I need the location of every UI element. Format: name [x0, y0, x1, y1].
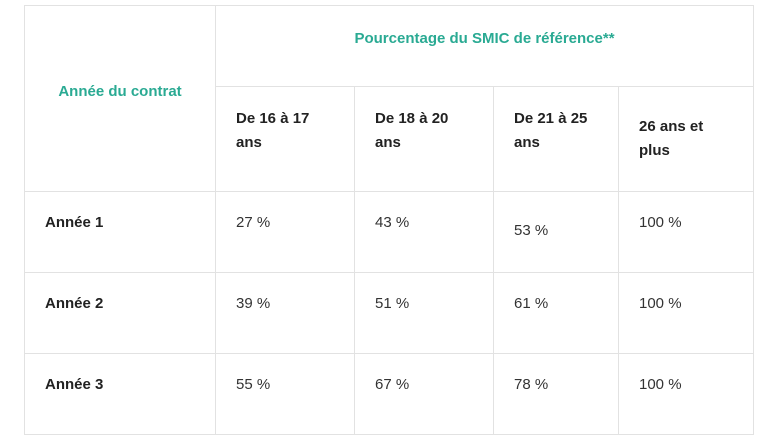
value-cell: 100 %: [617, 191, 755, 273]
smic-percentage-table: Année du contrat Pourcentage du SMIC de …: [24, 5, 755, 435]
column-header-label: De 21 à 25 ans: [514, 110, 588, 151]
row-label-cell: Année 1: [24, 191, 216, 273]
header-row-columns: De 16 à 17 ans De 18 à 20 ans De 21 à 25…: [25, 86, 755, 192]
column-header-label: 26 ans et plus: [639, 118, 704, 159]
value-cell: 100 %: [617, 272, 755, 354]
cell-value: 67 %: [375, 376, 410, 393]
value-cell: 78 %: [493, 353, 619, 435]
cell-value: 39 %: [236, 295, 271, 312]
column-header-18-20: De 18 à 20 ans: [354, 86, 494, 192]
cell-value: 53 %: [514, 222, 549, 239]
group-header-label: Pourcentage du SMIC de référence**: [354, 30, 615, 47]
corner-header: Année du contrat: [24, 5, 216, 192]
table-row: Année 2 39 % 51 % 61 % 100 %: [24, 272, 755, 354]
value-cell: 43 %: [354, 191, 494, 273]
value-cell: 39 %: [215, 272, 355, 354]
value-cell: 27 %: [215, 191, 355, 273]
cell-value: 78 %: [514, 376, 549, 393]
table-row: Année 1 27 % 43 % 53 % 100 %: [24, 191, 755, 273]
group-header: Pourcentage du SMIC de référence**: [214, 5, 755, 87]
row-label-cell: Année 2: [24, 272, 216, 354]
row-label: Année 3: [45, 376, 104, 393]
cell-value: 27 %: [236, 214, 271, 231]
value-cell: 53 %: [493, 191, 619, 273]
header-row-group: Année du contrat Pourcentage du SMIC de …: [24, 5, 755, 192]
column-header-21-25: De 21 à 25 ans: [493, 86, 619, 192]
cell-value: 51 %: [375, 295, 410, 312]
cell-value: 100 %: [639, 214, 682, 231]
column-header-16-17: De 16 à 17 ans: [215, 86, 355, 192]
column-header-label: De 18 à 20 ans: [375, 110, 449, 151]
value-cell: 67 %: [354, 353, 494, 435]
cell-value: 43 %: [375, 214, 410, 231]
cell-value: 61 %: [514, 295, 549, 312]
row-label-cell: Année 3: [24, 353, 216, 435]
value-cell: 51 %: [354, 272, 494, 354]
row-label: Année 2: [45, 295, 104, 312]
value-cell: 55 %: [215, 353, 355, 435]
corner-header-label: Année du contrat: [58, 83, 182, 100]
smic-table-container: Année du contrat Pourcentage du SMIC de …: [24, 5, 755, 435]
column-header-26-plus: 26 ans et plus: [617, 86, 755, 192]
value-cell: 100 %: [617, 353, 755, 435]
cell-value: 55 %: [236, 376, 271, 393]
row-label: Année 1: [45, 214, 104, 231]
table-row: Année 3 55 % 67 % 78 % 100 %: [24, 353, 755, 435]
cell-value: 100 %: [639, 376, 682, 393]
value-cell: 61 %: [493, 272, 619, 354]
column-header-label: De 16 à 17 ans: [236, 110, 310, 151]
cell-value: 100 %: [639, 295, 682, 312]
